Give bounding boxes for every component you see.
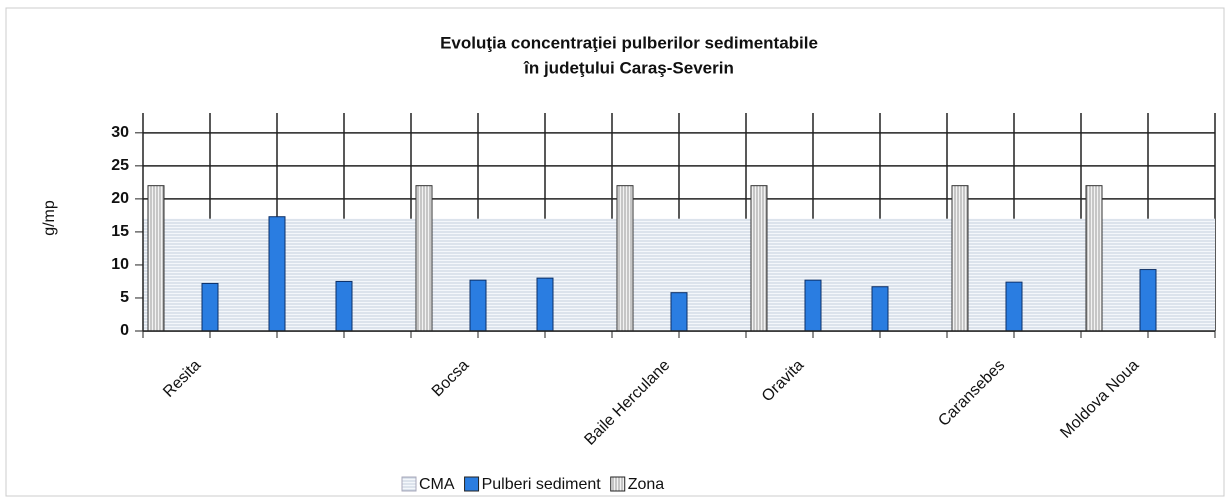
bar-zona bbox=[951, 185, 969, 332]
bar-pulberi bbox=[670, 292, 688, 332]
bar-cma bbox=[880, 218, 947, 331]
bar-pulberi bbox=[804, 279, 822, 332]
legend: CMA Pulberi sediment Zona bbox=[401, 476, 665, 493]
bar-pulberi bbox=[268, 216, 286, 332]
bar-pulberi bbox=[536, 277, 554, 332]
bar-cma bbox=[1148, 218, 1215, 331]
bar-cma bbox=[1014, 218, 1081, 331]
bar-zona bbox=[616, 185, 634, 332]
chart-title: Evoluţia concentraţiei pulberilor sedime… bbox=[440, 33, 818, 52]
bar-pulberi bbox=[1139, 269, 1157, 332]
y-tick-label: 15 bbox=[111, 223, 129, 240]
legend-label: Zona bbox=[628, 476, 665, 493]
bar-cma bbox=[478, 218, 545, 331]
bar-cma bbox=[210, 218, 277, 331]
y-tick-label: 5 bbox=[120, 289, 129, 306]
legend-swatch bbox=[401, 476, 417, 492]
y-tick-label: 25 bbox=[111, 157, 129, 174]
bar-cma bbox=[813, 218, 880, 331]
legend-swatch bbox=[464, 476, 480, 492]
y-tick-label: 20 bbox=[111, 190, 129, 207]
bar-cma bbox=[545, 218, 612, 331]
y-tick-label: 0 bbox=[120, 322, 129, 339]
bar-cma bbox=[277, 218, 344, 331]
y-axis-label: g/mp bbox=[41, 200, 58, 236]
legend-swatch bbox=[610, 476, 626, 492]
bar-cma bbox=[679, 218, 746, 331]
y-tick-label: 10 bbox=[111, 256, 129, 273]
bar-pulberi bbox=[871, 286, 889, 332]
bar-zona bbox=[1085, 185, 1103, 332]
bar-cma bbox=[344, 218, 411, 331]
bar-pulberi bbox=[1005, 281, 1023, 332]
bar-pulberi bbox=[469, 279, 487, 332]
legend-label: Pulberi sediment bbox=[482, 476, 602, 493]
chart-title: în judeţului Caraş-Severin bbox=[523, 58, 734, 77]
bar-zona bbox=[750, 185, 768, 332]
bar-zona bbox=[415, 185, 433, 332]
y-tick-label: 30 bbox=[111, 124, 129, 141]
bar-zona bbox=[147, 185, 165, 332]
bar-pulberi bbox=[201, 282, 219, 332]
legend-label: CMA bbox=[419, 476, 455, 493]
bar-pulberi bbox=[335, 280, 353, 332]
